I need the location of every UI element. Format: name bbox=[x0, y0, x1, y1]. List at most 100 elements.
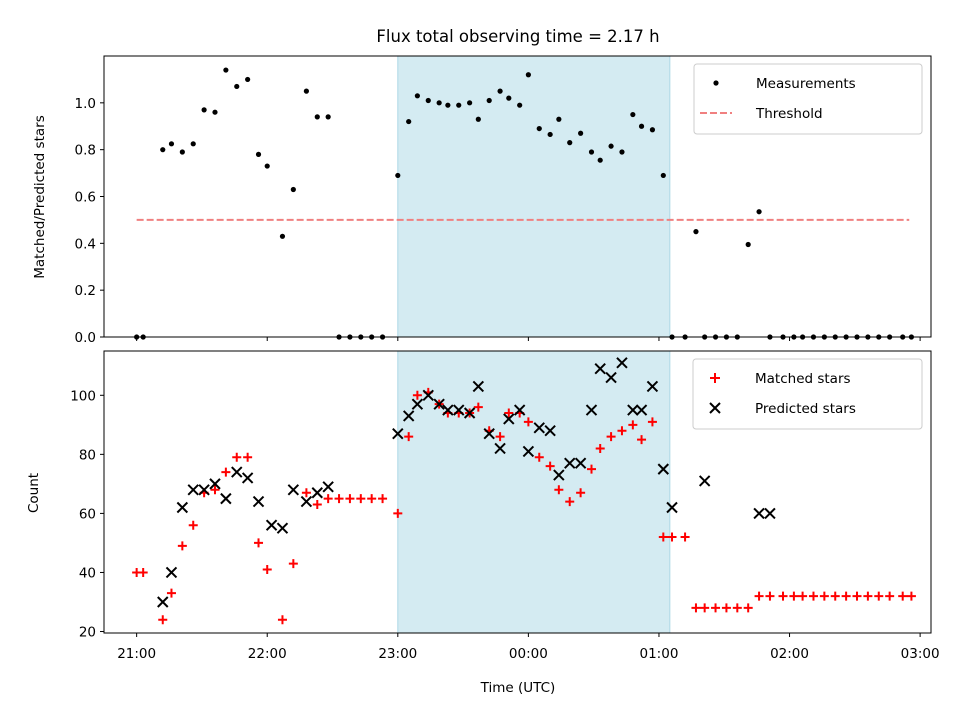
matched-stars-marker bbox=[523, 417, 533, 427]
predicted-stars-marker bbox=[544, 425, 556, 437]
predicted-stars-marker bbox=[553, 469, 565, 481]
legend-label: Predicted stars bbox=[755, 401, 856, 417]
predicted-stars-marker bbox=[564, 457, 576, 469]
legend-label: Measurements bbox=[756, 76, 856, 92]
matched-stars-marker bbox=[367, 494, 377, 504]
matched-stars-marker bbox=[606, 432, 616, 442]
measurement-point bbox=[264, 163, 270, 169]
measurement-point bbox=[436, 100, 442, 106]
count-y-tick-label: 40 bbox=[79, 565, 96, 581]
measurement-point bbox=[536, 125, 542, 132]
measurement-point bbox=[745, 241, 751, 248]
predicted-stars-marker bbox=[231, 466, 243, 478]
measurement-point bbox=[445, 102, 451, 108]
predicted-stars-marker bbox=[627, 404, 639, 416]
matched-stars-marker bbox=[885, 591, 895, 601]
matched-stars-marker bbox=[534, 452, 544, 462]
legend-dot-icon bbox=[713, 80, 719, 86]
predicted-stars-marker bbox=[322, 481, 334, 493]
measurement-point bbox=[517, 102, 523, 108]
matched-stars-marker bbox=[495, 432, 505, 442]
matched-stars-marker bbox=[798, 591, 808, 601]
count-series-1 bbox=[157, 357, 776, 608]
matched-stars-marker bbox=[700, 603, 710, 613]
matched-stars-marker bbox=[808, 591, 818, 601]
ratio-y-tick-label: 0.6 bbox=[75, 190, 96, 206]
matched-stars-marker bbox=[210, 485, 220, 495]
matched-stars-marker bbox=[743, 603, 753, 613]
measurement-point bbox=[406, 118, 412, 125]
matched-stars-marker bbox=[765, 591, 775, 601]
matched-stars-marker bbox=[378, 494, 388, 504]
predicted-stars-marker bbox=[422, 389, 434, 402]
matched-stars-marker bbox=[874, 591, 884, 601]
predicted-stars-marker bbox=[287, 484, 300, 496]
measurement-point bbox=[325, 114, 331, 120]
matched-stars-marker bbox=[628, 420, 638, 430]
ratio-panel: 0.0 0.2 0.4 0.6 0.8 1.0 Measurements Threshold bbox=[75, 55, 932, 346]
matched-stars-marker bbox=[754, 591, 764, 601]
predicted-stars-marker bbox=[157, 596, 169, 608]
predicted-stars-marker bbox=[513, 404, 526, 416]
matched-stars-marker bbox=[841, 591, 851, 601]
matched-stars-marker bbox=[789, 591, 799, 601]
predicted-stars-marker bbox=[533, 422, 545, 434]
matched-stars-marker bbox=[356, 494, 366, 504]
ratio-observing-window bbox=[397, 56, 670, 337]
predicted-stars-marker bbox=[402, 410, 415, 422]
predicted-stars-marker bbox=[753, 507, 765, 520]
predicted-stars-marker bbox=[209, 478, 221, 490]
measurement-point bbox=[475, 116, 481, 122]
measurement-point bbox=[506, 95, 512, 101]
x-tick-label: 21:00 bbox=[117, 646, 156, 662]
predicted-stars-marker bbox=[463, 407, 476, 419]
ratio-y-tick-label: 0.8 bbox=[75, 143, 96, 159]
matched-stars-marker bbox=[691, 603, 701, 613]
measurement-point bbox=[212, 109, 218, 115]
count-y-tick-label: 100 bbox=[70, 388, 96, 404]
count-axis-label: Count bbox=[26, 473, 42, 513]
matched-stars-marker bbox=[711, 603, 721, 613]
matched-stars-marker bbox=[617, 426, 627, 436]
predicted-stars-marker bbox=[605, 371, 617, 384]
matched-stars-marker bbox=[323, 494, 333, 504]
predicted-stars-marker bbox=[666, 501, 678, 514]
measurement-point bbox=[756, 209, 762, 215]
measurement-point bbox=[525, 72, 531, 78]
predicted-stars-marker bbox=[252, 495, 265, 508]
measurement-point bbox=[556, 116, 562, 122]
matched-stars-marker bbox=[576, 488, 586, 498]
matched-stars-marker bbox=[830, 591, 840, 601]
predicted-stars-marker bbox=[392, 427, 404, 440]
measurement-point bbox=[425, 97, 431, 104]
matched-stars-marker bbox=[262, 565, 272, 575]
count-legend: Matched stars Predicted stars bbox=[692, 358, 923, 430]
predicted-stars-marker bbox=[411, 398, 424, 410]
count-y-tick-label: 80 bbox=[79, 447, 96, 463]
time-axis-label: Time (UTC) bbox=[480, 680, 556, 696]
measurement-point bbox=[497, 88, 503, 94]
predicted-stars-marker bbox=[241, 472, 254, 484]
measurement-point bbox=[547, 131, 553, 138]
matched-stars-marker bbox=[254, 538, 264, 548]
x-tick-label: 23:00 bbox=[378, 646, 417, 662]
predicted-stars-marker bbox=[483, 427, 495, 440]
measurement-point bbox=[190, 141, 196, 147]
predicted-stars-marker bbox=[574, 457, 587, 469]
measurement-point bbox=[567, 140, 573, 146]
predicted-stars-marker bbox=[646, 380, 659, 393]
ratio-y-tick-label: 0.0 bbox=[75, 330, 96, 346]
measurement-point bbox=[223, 67, 229, 73]
legend-plus-icon bbox=[710, 373, 720, 383]
legend-box bbox=[692, 358, 923, 430]
count-y-tick-label: 20 bbox=[79, 625, 96, 641]
measurement-point bbox=[314, 114, 320, 120]
matched-stars-marker bbox=[819, 591, 829, 601]
measurement-point bbox=[255, 151, 262, 157]
measurement-point bbox=[693, 229, 699, 235]
matched-stars-marker bbox=[334, 494, 344, 504]
matched-stars-marker bbox=[158, 615, 168, 625]
matched-stars-marker bbox=[166, 588, 176, 598]
measurement-point bbox=[597, 157, 603, 163]
